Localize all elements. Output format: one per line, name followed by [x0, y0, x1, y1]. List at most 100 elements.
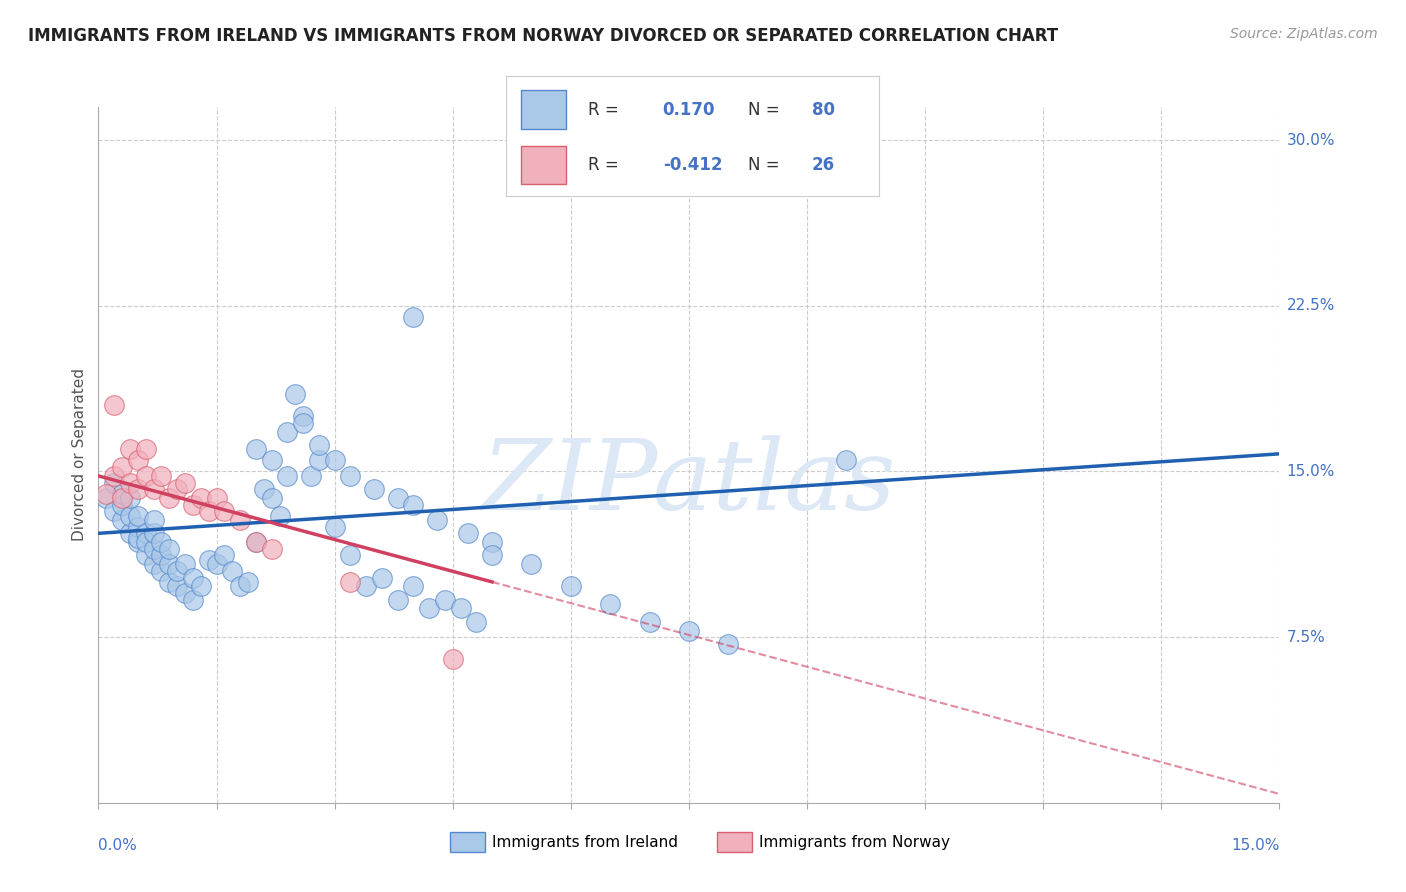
Point [457, 526, 479, 541]
Text: 26: 26 [811, 156, 835, 174]
Point [253, 482, 276, 496]
Text: 15.0%: 15.0% [1286, 464, 1334, 479]
Text: 80: 80 [811, 101, 835, 119]
Point [166, 579, 188, 593]
Point [402, 579, 425, 593]
Point [96, 486, 118, 500]
Point [111, 460, 134, 475]
Point [157, 558, 180, 572]
Point [150, 564, 173, 578]
Point [276, 469, 298, 483]
Text: -0.412: -0.412 [662, 156, 723, 174]
Point [835, 453, 858, 467]
Point [402, 498, 425, 512]
Point [292, 416, 315, 430]
Point [142, 558, 165, 572]
Point [560, 579, 582, 593]
Point [111, 491, 134, 505]
Text: Immigrants from Norway: Immigrants from Norway [759, 835, 950, 849]
Text: 22.5%: 22.5% [1286, 298, 1334, 313]
Text: R =: R = [588, 156, 624, 174]
Point [214, 549, 236, 563]
Point [103, 398, 125, 412]
Point [142, 526, 165, 541]
Point [135, 526, 157, 541]
Point [229, 579, 252, 593]
Point [181, 498, 204, 512]
Point [174, 586, 197, 600]
Text: 30.0%: 30.0% [1286, 133, 1334, 148]
Point [135, 469, 157, 483]
Point [111, 513, 134, 527]
Point [181, 570, 204, 584]
Point [127, 531, 149, 545]
Point [174, 475, 197, 490]
Point [269, 508, 291, 523]
Point [127, 482, 149, 496]
Point [481, 535, 503, 549]
Point [118, 508, 141, 523]
Point [323, 519, 346, 533]
Y-axis label: Divorced or Separated: Divorced or Separated [72, 368, 87, 541]
Point [157, 541, 180, 556]
Point [260, 453, 283, 467]
Point [150, 549, 173, 563]
Point [205, 558, 228, 572]
Point [118, 526, 141, 541]
Point [299, 469, 322, 483]
Point [520, 558, 543, 572]
Point [599, 597, 621, 611]
Point [174, 558, 197, 572]
Point [127, 508, 149, 523]
Point [127, 519, 149, 533]
Point [402, 310, 425, 324]
Point [284, 387, 307, 401]
Point [245, 442, 267, 457]
Bar [522, 90, 565, 128]
Point [118, 442, 141, 457]
Point [214, 504, 236, 518]
Point [181, 592, 204, 607]
Point [717, 637, 740, 651]
Point [127, 453, 149, 467]
Point [339, 469, 361, 483]
Text: Source: ZipAtlas.com: Source: ZipAtlas.com [1230, 27, 1378, 41]
Point [197, 504, 219, 518]
Text: R =: R = [588, 101, 624, 119]
Point [111, 498, 134, 512]
Text: 0.170: 0.170 [662, 101, 716, 119]
Point [245, 535, 267, 549]
Point [166, 564, 188, 578]
Point [142, 482, 165, 496]
Point [260, 491, 283, 505]
Point [339, 574, 361, 589]
Point [387, 592, 409, 607]
Point [678, 624, 700, 638]
Point [481, 549, 503, 563]
Point [142, 541, 165, 556]
Point [157, 574, 180, 589]
Point [260, 541, 283, 556]
Point [103, 475, 125, 490]
Point [292, 409, 315, 424]
Point [205, 491, 228, 505]
Text: 15.0%: 15.0% [1232, 838, 1279, 854]
Point [465, 615, 488, 629]
Point [118, 475, 141, 490]
Point [197, 553, 219, 567]
Point [354, 579, 377, 593]
Point [127, 535, 149, 549]
Point [103, 469, 125, 483]
Point [150, 469, 173, 483]
Text: IMMIGRANTS FROM IRELAND VS IMMIGRANTS FROM NORWAY DIVORCED OR SEPARATED CORRELAT: IMMIGRANTS FROM IRELAND VS IMMIGRANTS FR… [28, 27, 1059, 45]
Point [433, 592, 456, 607]
Point [221, 564, 243, 578]
Point [103, 504, 125, 518]
Bar [522, 145, 565, 185]
Point [190, 579, 212, 593]
Point [96, 491, 118, 505]
Point [441, 652, 464, 666]
Point [276, 425, 298, 439]
Point [308, 438, 330, 452]
Text: ZIPatlas: ZIPatlas [482, 435, 896, 531]
